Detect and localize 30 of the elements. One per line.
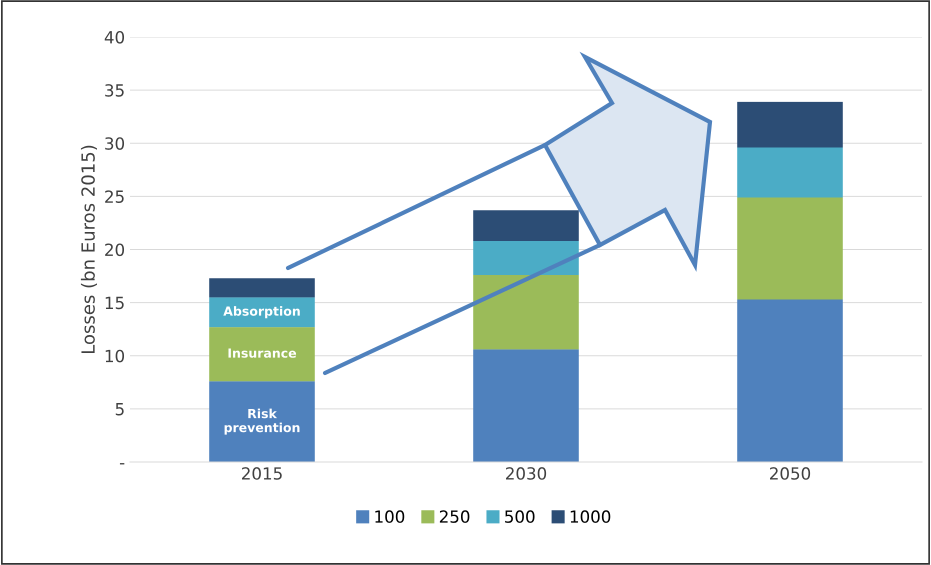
bar [209, 278, 315, 298]
y-tick-label: 35 [105, 84, 124, 97]
legend-label: 250 [440, 510, 470, 523]
bar [473, 241, 579, 275]
bar [737, 197, 843, 300]
x-tick-label: 2030 [506, 467, 546, 480]
x-tick-label: 2015 [242, 467, 282, 480]
legend-label: 500 [505, 510, 535, 523]
annotation: Insurance [228, 348, 296, 358]
bar [737, 299, 843, 462]
y-tick-label: - [120, 463, 124, 464]
y-tick-label: 30 [105, 137, 124, 150]
annotation: Absorption [223, 306, 300, 318]
x-tick-label: 2050 [770, 467, 810, 480]
y-tick-label: 25 [105, 190, 124, 203]
legend-label: 100 [375, 510, 404, 523]
bar [209, 327, 315, 382]
bar [737, 148, 843, 198]
y-tick-label: 10 [106, 350, 124, 362]
bar [209, 381, 315, 462]
y-axis-title: Losses (bn Euros 2015) [80, 146, 97, 354]
bar [737, 102, 843, 148]
bar [473, 275, 579, 350]
annotation: Risk prevention [224, 408, 300, 435]
legend-label: 1000 [570, 510, 610, 523]
y-tick-label: 20 [105, 243, 124, 256]
y-tick-label: 15 [106, 296, 124, 310]
y-tick-label: 40 [104, 30, 124, 44]
bar [473, 210, 579, 241]
y-tick-label: 5 [116, 403, 124, 416]
